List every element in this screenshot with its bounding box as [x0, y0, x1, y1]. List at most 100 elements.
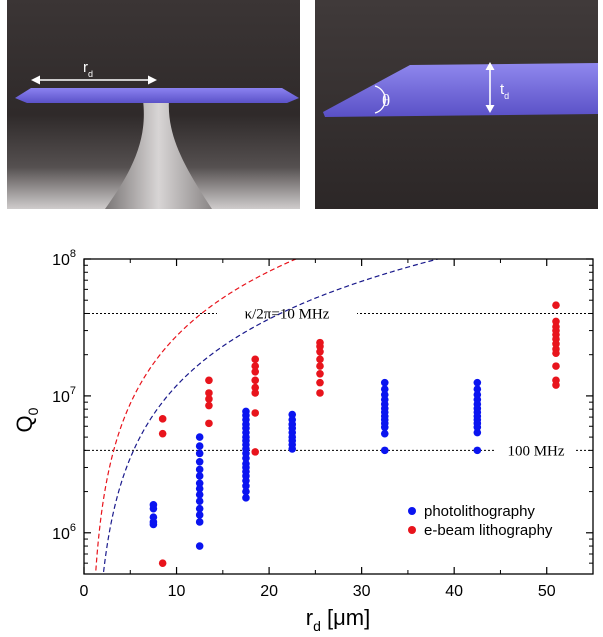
data-point — [242, 487, 250, 496]
data-point — [195, 542, 204, 550]
x-tick-label: 20 — [260, 583, 278, 600]
data-point — [473, 378, 482, 387]
data-point — [316, 370, 324, 378]
data-point — [205, 401, 213, 410]
angle-label: θ — [382, 91, 390, 110]
data-point — [288, 445, 297, 453]
sem-image-wedge-edge: θ td — [315, 0, 598, 209]
data-point — [195, 449, 204, 458]
x-tick-label: 0 — [80, 583, 89, 600]
data-point — [158, 415, 167, 423]
data-point — [552, 381, 560, 389]
data-point — [380, 423, 389, 432]
fit-curves — [95, 259, 441, 574]
data-point — [316, 378, 324, 387]
data-point — [316, 362, 324, 370]
data-point — [195, 442, 204, 450]
sem-image-disk-side-view: rd — [7, 0, 300, 209]
reference-label-bg — [496, 441, 576, 460]
data-point — [195, 433, 204, 441]
data-point — [195, 484, 204, 493]
x-tick-label: 40 — [445, 583, 463, 600]
angle-arc — [374, 85, 386, 114]
data-point — [552, 362, 560, 370]
data-point — [316, 355, 324, 364]
y-tick-label: 107 — [52, 385, 76, 406]
plot-frame — [83, 258, 594, 575]
data-point — [473, 385, 482, 393]
data-point — [205, 395, 213, 403]
radius-arrow — [31, 75, 157, 85]
data-point — [316, 347, 324, 356]
data-point — [552, 301, 560, 309]
y-tick-label: 108 — [52, 248, 76, 269]
data-point — [251, 383, 260, 392]
sem-left-graphic: rd — [7, 0, 300, 209]
data-point — [473, 423, 482, 432]
y-tick-label: 106 — [52, 522, 76, 543]
data-point — [316, 342, 324, 351]
data-point — [251, 362, 260, 370]
data-point — [473, 446, 482, 455]
data-point — [251, 376, 260, 385]
data-point — [251, 409, 260, 417]
data-point — [195, 504, 204, 513]
data-point — [195, 511, 204, 519]
data-point — [242, 494, 250, 502]
x-tick-label: 30 — [353, 583, 371, 600]
sem-right-graphic: θ td — [315, 0, 598, 209]
data-point — [195, 497, 204, 506]
data-point — [251, 367, 260, 376]
y-axis-label: Q0 — [12, 407, 41, 432]
data-point — [251, 448, 260, 456]
data-point — [149, 504, 158, 513]
data-point — [242, 482, 250, 490]
reference-line-label: κ/2π=10 MHz — [245, 306, 330, 322]
x-tick-label: 50 — [538, 583, 556, 600]
data-point — [380, 385, 389, 393]
data-point — [380, 378, 389, 387]
data-point — [149, 520, 158, 529]
disk-resonator — [15, 88, 299, 103]
data-point — [205, 376, 213, 385]
x-tick-label: 10 — [168, 583, 186, 600]
axis-ticks: 0 10 20 30 40 50 106 107 108 — [52, 248, 593, 600]
data-point — [195, 472, 204, 480]
thickness-arrow — [485, 62, 495, 113]
wedge-edge — [323, 63, 598, 117]
pillar-support — [105, 100, 212, 209]
fit-curve — [102, 259, 441, 574]
data-point — [552, 317, 560, 326]
legend-marker — [408, 507, 416, 515]
data-point — [242, 454, 250, 463]
thickness-label: td — [500, 81, 509, 101]
reference-lines: κ/2π=10 MHz 100 MHz — [84, 304, 593, 460]
data-point — [251, 355, 260, 364]
legend: photolithography e-beam lithography — [408, 503, 553, 539]
data-point — [552, 349, 560, 358]
data-point — [195, 518, 204, 526]
legend-label: photolithography — [424, 503, 535, 520]
data-point — [195, 465, 204, 474]
legend-marker — [408, 526, 416, 534]
radius-label: rd — [83, 59, 93, 79]
data-point — [158, 429, 167, 438]
legend-label: e-beam lithography — [424, 522, 553, 539]
data-point — [380, 429, 389, 438]
data-points — [149, 301, 560, 567]
data-point — [473, 428, 482, 437]
data-point — [158, 559, 167, 567]
data-point — [251, 389, 260, 397]
data-point — [195, 490, 204, 499]
data-point — [205, 389, 213, 397]
reference-line-label: 100 MHz — [507, 443, 564, 459]
data-point — [195, 479, 204, 488]
data-point — [316, 389, 324, 397]
data-point — [195, 458, 204, 466]
x-axis-label: rd [μm] — [306, 605, 370, 634]
data-point — [380, 446, 389, 455]
data-point — [205, 419, 213, 428]
reference-label-bg — [217, 304, 357, 323]
